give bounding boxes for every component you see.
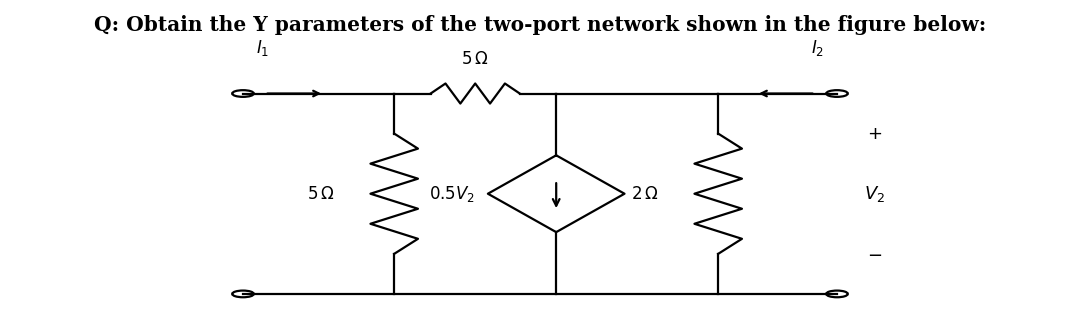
Text: Q: Obtain the Y parameters of the two-port network shown in the figure below:: Q: Obtain the Y parameters of the two-po…: [94, 15, 986, 35]
Text: $2\,\Omega$: $2\,\Omega$: [632, 185, 659, 203]
Text: $I_1$: $I_1$: [256, 38, 269, 58]
Text: $+$: $+$: [867, 125, 882, 143]
Text: $5\,\Omega$: $5\,\Omega$: [308, 185, 335, 203]
Text: $5\,\Omega$: $5\,\Omega$: [461, 50, 489, 68]
Text: $V_2$: $V_2$: [864, 184, 886, 204]
Text: $-$: $-$: [867, 245, 882, 263]
Text: $0.5V_2$: $0.5V_2$: [429, 184, 475, 204]
Text: $I_2$: $I_2$: [811, 38, 824, 58]
